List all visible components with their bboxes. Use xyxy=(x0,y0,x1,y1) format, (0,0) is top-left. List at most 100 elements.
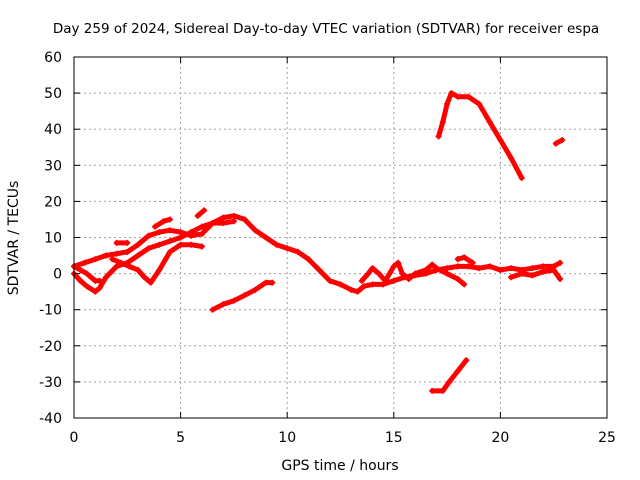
data-point xyxy=(444,265,451,272)
data-point xyxy=(77,266,84,273)
data-point xyxy=(337,281,344,288)
series-line xyxy=(429,357,469,394)
grid-lines xyxy=(74,57,607,418)
x-tick-label: 5 xyxy=(176,430,185,446)
data-point xyxy=(230,212,237,219)
data-point xyxy=(444,270,451,277)
y-tick-label: 10 xyxy=(44,231,62,247)
data-point xyxy=(156,229,163,236)
y-tick-label: -40 xyxy=(39,411,62,427)
data-point xyxy=(497,137,504,144)
x-tick-label: 10 xyxy=(278,430,296,446)
data-point xyxy=(412,270,419,277)
data-point xyxy=(529,272,536,279)
data-point xyxy=(405,276,412,283)
data-point xyxy=(552,140,559,147)
y-tick-label: 60 xyxy=(44,50,62,66)
series-line xyxy=(359,260,467,287)
data-point xyxy=(461,254,468,261)
data-point xyxy=(92,288,99,295)
data-point xyxy=(252,286,259,293)
data-point xyxy=(177,241,184,248)
data-point xyxy=(109,256,116,263)
data-point xyxy=(77,277,84,284)
data-point xyxy=(316,266,323,273)
data-point xyxy=(559,137,566,144)
data-point xyxy=(305,256,312,263)
y-tick-label: 0 xyxy=(53,267,62,283)
series-track-j xyxy=(454,254,476,266)
data-point xyxy=(358,277,365,284)
data-point xyxy=(439,118,446,125)
data-point xyxy=(230,218,237,225)
data-point xyxy=(429,261,436,268)
y-tick-label: 50 xyxy=(44,86,62,102)
data-point xyxy=(461,281,468,288)
series-track-g xyxy=(194,207,208,219)
data-point xyxy=(463,357,470,364)
data-point xyxy=(508,274,515,281)
data-point xyxy=(508,155,515,162)
data-point xyxy=(96,277,103,284)
y-tick-label: 20 xyxy=(44,194,62,210)
data-point xyxy=(273,241,280,248)
data-point xyxy=(81,259,88,266)
data-point xyxy=(380,281,387,288)
data-point xyxy=(102,274,109,281)
data-point xyxy=(198,223,205,230)
data-point xyxy=(486,118,493,125)
data-point xyxy=(156,266,163,273)
data-point xyxy=(117,259,124,266)
data-point xyxy=(134,252,141,259)
data-point xyxy=(365,270,372,277)
data-point xyxy=(126,263,133,270)
data-point xyxy=(241,216,248,223)
chart-title: Day 259 of 2024, Sidereal Day-to-day VTE… xyxy=(53,21,599,37)
data-point xyxy=(83,283,90,290)
series-track-e xyxy=(113,239,131,246)
data-point xyxy=(194,212,201,219)
axis-ticks: 0 5 10 15 20 25 -40 -30 -20 -10 0 10 20 30 40 50 60 xyxy=(39,50,616,446)
data-point xyxy=(529,265,536,272)
data-point xyxy=(454,276,461,283)
data-point xyxy=(152,223,159,230)
data-point xyxy=(429,387,436,394)
data-point xyxy=(113,263,120,270)
series-line xyxy=(195,207,207,219)
series-line xyxy=(152,216,173,230)
data-point xyxy=(102,252,109,259)
data-point xyxy=(113,250,120,257)
x-tick-label: 15 xyxy=(385,430,403,446)
data-point xyxy=(454,368,461,375)
series-line xyxy=(455,254,476,266)
data-point xyxy=(124,248,131,255)
series-track-i xyxy=(358,259,468,288)
data-point xyxy=(476,265,483,272)
data-point xyxy=(134,266,141,273)
data-point xyxy=(454,256,461,263)
data-point xyxy=(141,274,148,281)
data-point xyxy=(540,268,547,275)
data-point xyxy=(166,248,173,255)
data-point xyxy=(518,174,525,181)
x-axis-label: GPS time / hours xyxy=(281,458,398,474)
y-tick-label: -30 xyxy=(39,375,62,391)
data-point xyxy=(399,270,406,277)
data-point xyxy=(454,93,461,100)
data-point xyxy=(269,279,276,286)
data-point xyxy=(220,220,227,227)
data-point xyxy=(422,266,429,273)
x-tick-label: 20 xyxy=(491,430,509,446)
data-point xyxy=(166,238,173,245)
data-point xyxy=(557,259,564,266)
data-point xyxy=(252,227,259,234)
y-tick-label: 40 xyxy=(44,122,62,138)
data-point xyxy=(113,239,120,246)
data-point xyxy=(540,263,547,270)
data-point xyxy=(369,281,376,288)
data-point xyxy=(177,229,184,236)
data-point xyxy=(220,301,227,308)
data-point xyxy=(375,270,382,277)
data-point xyxy=(497,266,504,273)
data-point xyxy=(145,232,152,239)
